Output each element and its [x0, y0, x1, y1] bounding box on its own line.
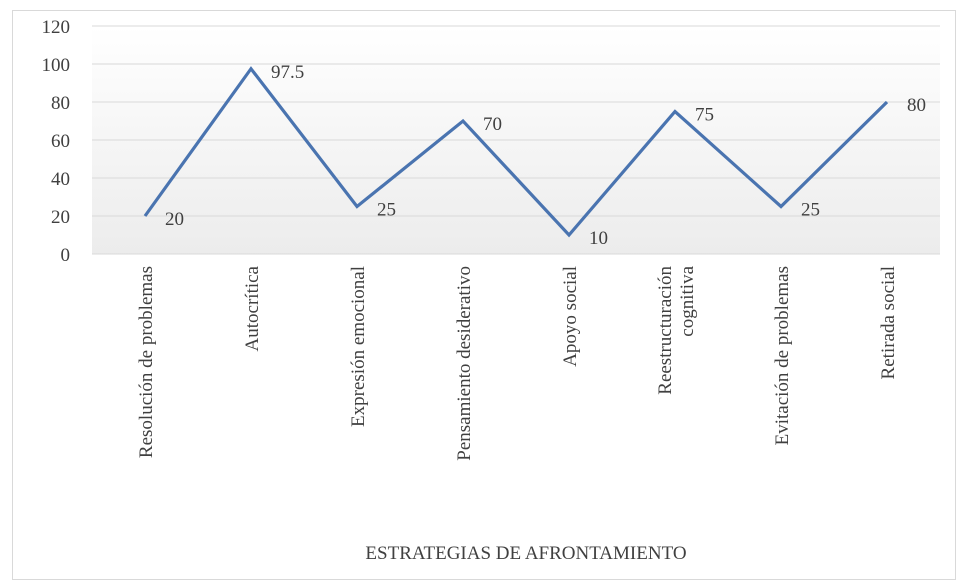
x-category-line: Reestructuración — [655, 266, 676, 395]
x-category-label: Retirada social — [878, 266, 899, 379]
x-category-line: Autocrítica — [242, 265, 263, 351]
y-tick-label: 40 — [51, 169, 70, 190]
x-category-line: Resolución de problemas — [136, 266, 157, 458]
x-category-line: Evitación de problemas — [772, 266, 793, 445]
y-axis-ticks: 0 20 40 60 80 100 120 — [42, 17, 71, 266]
x-category-label: Autocrítica — [242, 265, 263, 351]
x-category-line: cognitiva — [677, 265, 698, 336]
data-label: 75 — [695, 105, 714, 126]
data-label: 25 — [377, 200, 396, 221]
data-label: 10 — [589, 228, 608, 249]
y-tick-label: 0 — [61, 245, 71, 266]
x-category-label: Expresión emocional — [348, 266, 369, 427]
data-label: 20 — [165, 209, 184, 230]
x-category-label: Pensamiento desiderativo — [454, 266, 475, 461]
y-tick-label: 100 — [42, 55, 71, 76]
x-axis-categories: Resolución de problemas Autocrítica Expres… — [136, 265, 899, 460]
y-tick-label: 80 — [51, 93, 70, 114]
data-label: 97.5 — [271, 62, 304, 83]
x-category-label: Reestructuración cognitiva — [655, 265, 698, 394]
y-tick-label: 60 — [51, 131, 70, 152]
data-label: 25 — [801, 200, 820, 221]
data-label: 80 — [907, 95, 926, 116]
data-labels: 20 97.5 25 70 10 75 25 80 — [165, 62, 926, 249]
series-polyline — [143, 66, 889, 238]
x-category-line: Expresión emocional — [348, 266, 369, 427]
y-tick-label: 20 — [51, 207, 70, 228]
x-category-line: Pensamiento desiderativo — [454, 266, 475, 461]
x-category-label: Evitación de problemas — [772, 266, 793, 445]
data-label: 70 — [483, 114, 502, 135]
x-category-label: Apoyo social — [560, 266, 581, 367]
x-category-label: Resolución de problemas — [136, 266, 157, 458]
series-line — [143, 66, 889, 238]
x-category-line: Apoyo social — [560, 266, 581, 367]
x-category-line: Retirada social — [878, 266, 899, 379]
x-axis-title: ESTRATEGIAS DE AFRONTAMIENTO — [365, 543, 686, 564]
y-tick-label: 120 — [42, 17, 71, 38]
